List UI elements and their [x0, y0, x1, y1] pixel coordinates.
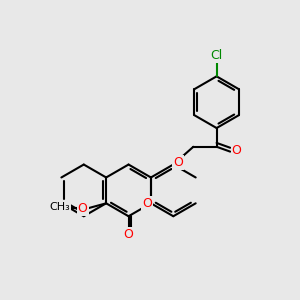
Text: Cl: Cl	[211, 49, 223, 62]
Text: O: O	[142, 197, 152, 210]
Text: O: O	[173, 156, 183, 170]
Text: CH₃: CH₃	[50, 202, 70, 212]
Text: O: O	[124, 229, 134, 242]
Text: O: O	[78, 202, 88, 215]
Text: O: O	[232, 143, 242, 157]
